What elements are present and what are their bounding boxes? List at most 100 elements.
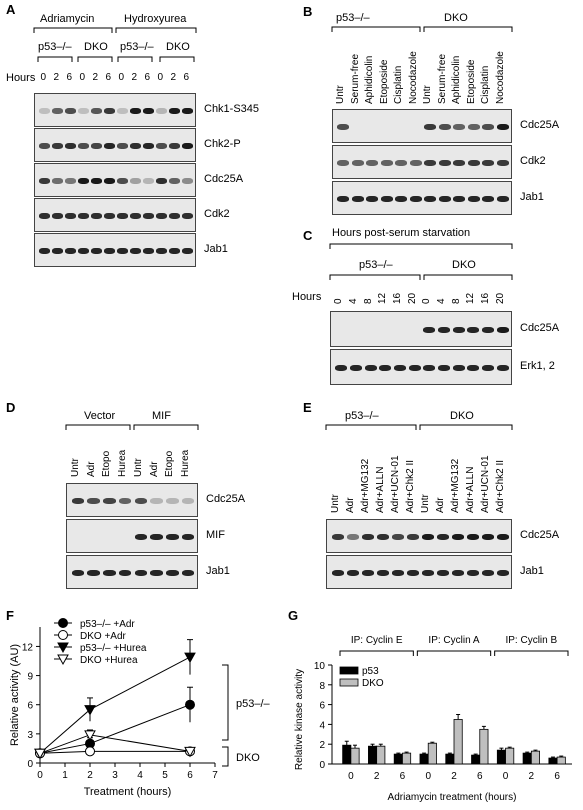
legend-label: p53–/– +Hurea	[80, 643, 147, 654]
band	[71, 570, 85, 576]
bracket-hydroxyurea	[115, 27, 197, 33]
lane-label: Untr	[69, 458, 81, 477]
marker-filled-circle	[185, 699, 195, 710]
x-tick-label: 2	[374, 771, 380, 782]
blot-label: Jab1	[204, 243, 228, 255]
blot-label: Cdk2	[520, 155, 546, 167]
x-tick-label: 5	[162, 770, 168, 781]
bar-p53	[342, 744, 352, 765]
lane-label: Cisplatin	[480, 65, 492, 104]
band	[337, 160, 350, 166]
lane-label: 8	[450, 298, 462, 304]
bar-p53	[522, 752, 532, 765]
blot-label: Cdk2	[204, 208, 230, 220]
bracket-sub	[77, 56, 113, 62]
group-label-p53: p53–/–	[359, 259, 393, 271]
lane-label: 0	[79, 72, 86, 83]
lane-label: 6	[66, 72, 73, 83]
blot-cdc25a	[330, 311, 512, 347]
band	[182, 108, 193, 114]
bar-p53	[471, 754, 481, 765]
band	[482, 365, 494, 371]
lane-label: Etoposide	[465, 59, 477, 104]
blot-label: Cdc25A	[204, 173, 244, 185]
lane-label: 2	[131, 72, 138, 83]
band	[421, 570, 434, 576]
lane-label: Etoposide	[378, 59, 390, 104]
group-brackets	[33, 26, 513, 544]
legend-swatch	[339, 666, 359, 675]
band	[438, 365, 450, 371]
x-tick-label: 2	[451, 771, 457, 782]
group-bracket	[416, 650, 492, 656]
lane-label: 8	[362, 298, 374, 304]
panel-letter-f: F	[6, 608, 14, 623]
band	[331, 534, 344, 540]
band	[166, 498, 179, 504]
bracket-dko	[423, 26, 513, 32]
lane-label: Cisplatin	[393, 65, 405, 104]
band	[337, 124, 350, 130]
x-tick-label: 0	[348, 771, 354, 782]
lane-label: 6	[144, 72, 151, 83]
lane-label: 0	[40, 72, 47, 83]
subgroup-label: p53–/–	[120, 41, 154, 53]
lane-label: Etopo	[164, 450, 176, 477]
band	[436, 570, 449, 576]
band	[78, 213, 89, 219]
hours-label: Hours	[292, 291, 322, 303]
band	[361, 534, 374, 540]
band	[452, 327, 465, 333]
band	[481, 570, 494, 576]
bar-dko	[530, 750, 540, 765]
band	[361, 570, 374, 576]
x-tick-label: 2	[87, 770, 93, 781]
blot-chk1-s345	[34, 93, 196, 127]
subgroup-label: p53–/–	[38, 41, 72, 53]
band	[466, 534, 479, 540]
bar-dko	[479, 728, 489, 765]
band	[453, 124, 466, 130]
blot-label: Jab1	[206, 565, 230, 577]
band	[380, 160, 393, 166]
subgroup-label: DKO	[84, 41, 108, 53]
band	[406, 534, 419, 540]
band	[451, 534, 464, 540]
x-tick-label: 6	[187, 770, 193, 781]
band	[91, 213, 102, 219]
band	[409, 196, 422, 202]
band	[452, 365, 465, 371]
band	[496, 570, 509, 576]
series-line	[39, 734, 191, 754]
band	[104, 213, 115, 219]
band	[421, 534, 434, 540]
bracket-p53	[329, 274, 421, 280]
blot-jab1	[326, 555, 512, 589]
bar-dko	[453, 719, 463, 765]
band	[104, 248, 115, 254]
lane-label: 16	[392, 292, 403, 304]
lane-label: Adr+Chk2 II	[494, 459, 506, 513]
band	[104, 108, 115, 114]
bracket-vector	[65, 424, 131, 430]
band	[91, 178, 102, 184]
band	[482, 160, 495, 166]
lane-label: Aphidicolin	[451, 55, 463, 104]
y-tick-label: 12	[22, 642, 34, 653]
lane-label: Adr+MG132	[449, 458, 461, 513]
lane-label: 2	[92, 72, 99, 83]
group-label-p53: p53–/–	[345, 410, 379, 422]
bracket-p53	[222, 664, 229, 741]
x-tick-label: 0	[37, 770, 43, 781]
blot-cdk2	[332, 145, 512, 179]
lane-label: 12	[377, 292, 389, 304]
band	[409, 160, 422, 166]
panel-letter-a: A	[6, 2, 16, 17]
bracket-dko	[222, 746, 229, 767]
blot-label: Chk2-P	[204, 138, 241, 150]
group-label-dko: DKO	[450, 410, 474, 422]
band	[117, 143, 128, 149]
band	[118, 498, 132, 504]
blot-label: Cdc25A	[520, 322, 560, 334]
y-tick-label: 0	[27, 759, 33, 770]
